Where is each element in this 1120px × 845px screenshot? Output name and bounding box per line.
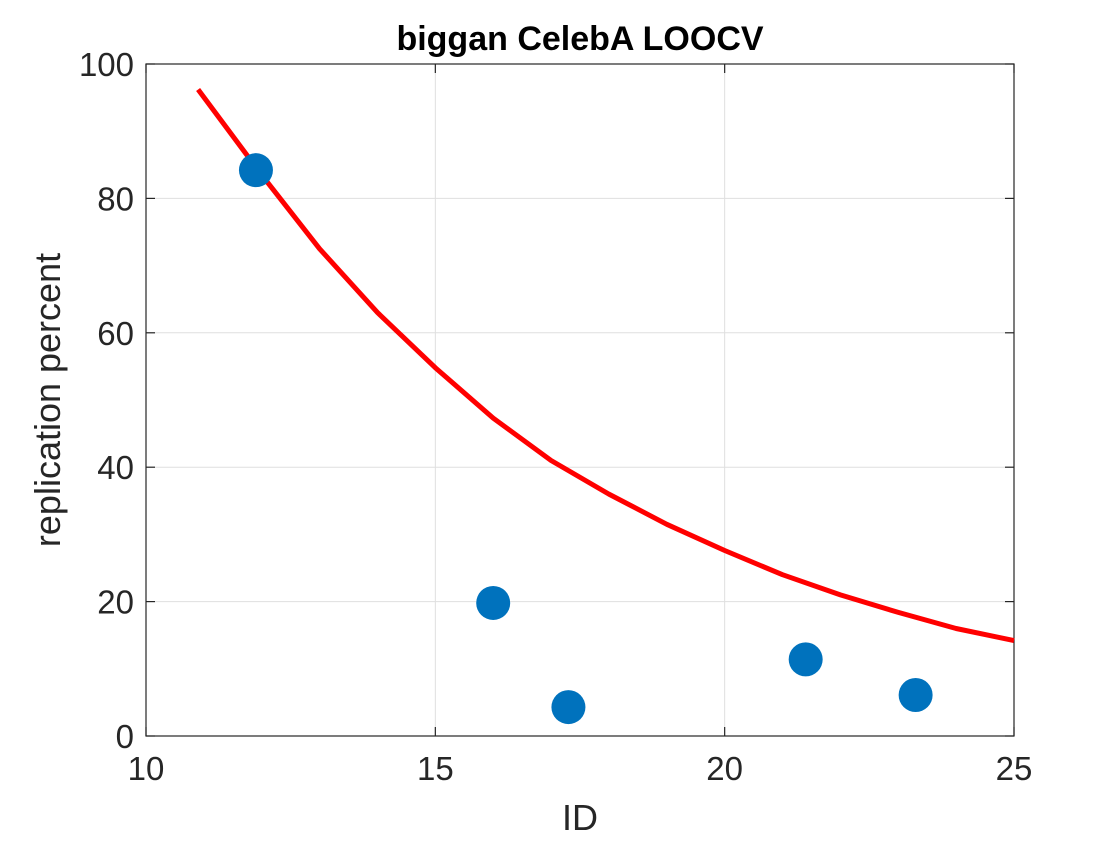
x-axis-label: ID [562,797,598,838]
y-tick-label: 60 [97,315,134,352]
y-axis-label: replication percent [27,253,68,547]
y-tick-label: 20 [97,584,134,621]
fit-curve [196,88,1015,644]
data-point [898,678,933,713]
axis-ticks: 10 15 20 25 0 20 40 60 80 100 [79,46,1032,787]
data-point [788,642,823,677]
data-point [476,585,511,620]
x-tick-label: 15 [417,750,454,787]
data-points [238,153,933,725]
y-tick-label: 40 [97,449,134,486]
chart-title: biggan CelebA LOOCV [396,20,763,58]
y-tick-label: 100 [79,46,134,83]
fit-curve-layer [196,88,1015,644]
data-point [551,690,586,725]
x-tick-label: 20 [706,750,743,787]
x-tick-label: 25 [996,750,1033,787]
y-tick-label: 80 [97,180,134,217]
grid-lines [146,64,1014,736]
plot-frame [145,63,1015,737]
data-point [238,153,273,188]
x-tick-label: 10 [128,750,165,787]
y-tick-label: 0 [116,718,134,755]
